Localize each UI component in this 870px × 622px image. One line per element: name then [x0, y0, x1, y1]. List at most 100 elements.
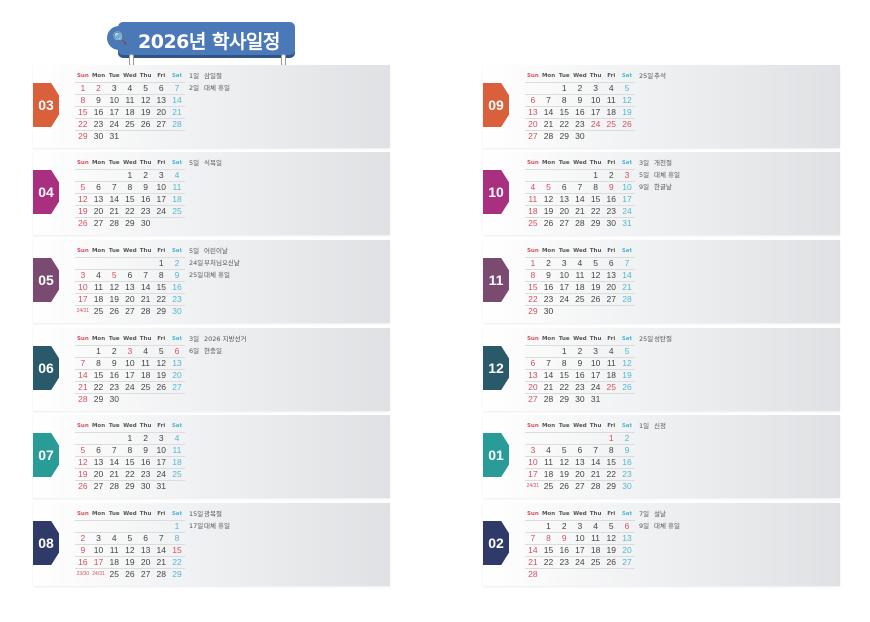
- weekday-header: Mon: [91, 423, 106, 429]
- day-cell: 1: [561, 346, 567, 356]
- holiday-item: 1일 삼일절: [189, 70, 230, 82]
- weekday-header: Tue: [108, 248, 120, 254]
- weekday-header: Wed: [573, 423, 587, 429]
- week-row: 7 8 9 10 11 12 13: [75, 358, 185, 370]
- weekday-header: Tue: [108, 423, 120, 429]
- month-tab: 06: [33, 346, 59, 390]
- day-cell: 11: [591, 533, 600, 543]
- day-cell: 28: [172, 119, 182, 129]
- day-cell: 10: [125, 358, 135, 368]
- holiday-item: 9일 대체 휴일: [639, 520, 680, 532]
- day-cell: 10: [109, 95, 119, 105]
- day-cell: 19: [78, 469, 88, 479]
- weekday-header: Thu: [139, 336, 152, 342]
- day-cell: [106, 170, 122, 181]
- day-cell: 3: [577, 521, 583, 531]
- weekday-header: Tue: [558, 160, 570, 166]
- day-cell: [619, 394, 635, 405]
- holiday-name: 대체 휴일: [204, 522, 230, 530]
- day-cell: [572, 170, 588, 181]
- week-row: 6 7 8 9 10 11 12: [525, 95, 635, 107]
- day-cell: 22: [590, 206, 601, 216]
- month-calendar: Sun Mon Tue Wed Thu Fri Sat 1 2 3 4 5 6 7 8 9 10 11 12 13 14…: [525, 246, 635, 317]
- day-cell: 14: [543, 370, 554, 380]
- holiday-name: 2026 지방선거: [204, 335, 247, 343]
- weekday-header: Tue: [108, 336, 120, 342]
- holiday-date: 3일: [639, 159, 650, 167]
- day-cell: 16: [93, 107, 104, 117]
- holiday-list: 15일광복절 17일대체 휴일: [189, 508, 230, 532]
- day-cell: 14: [140, 282, 151, 292]
- day-cell: [153, 218, 169, 229]
- week-row: 27 28 29 30 31: [525, 394, 635, 405]
- day-cell: 8: [561, 95, 567, 105]
- day-cell: 21: [543, 382, 554, 392]
- week-row: 17 18 19 20 21 22 23: [75, 294, 185, 306]
- day-cell: 18: [590, 545, 601, 555]
- day-cell: 8: [561, 358, 567, 368]
- weekday-header: Mon: [541, 73, 556, 79]
- day-cell: 8: [174, 533, 180, 543]
- week-row: 8 9 10 11 12 13 14: [525, 270, 635, 282]
- weekday-header: Thu: [139, 73, 152, 79]
- day-cell: 28: [543, 131, 554, 141]
- day-cell: 26: [622, 382, 632, 392]
- day-cell: 11: [172, 182, 182, 192]
- day-cell: 24: [622, 206, 632, 216]
- day-cell: 28: [109, 218, 119, 228]
- day-cell: 29: [78, 131, 88, 141]
- holiday-item: 1일 신정: [639, 420, 666, 432]
- day-cell: 13: [559, 194, 569, 204]
- holiday-name: 대체 휴일: [654, 522, 680, 530]
- day-cell: 14: [590, 457, 601, 467]
- day-cell: 9: [577, 358, 583, 368]
- week-row: 29 30: [525, 306, 635, 317]
- week-row: 25 26 27 28 29 30 31: [525, 218, 635, 229]
- day-cell: [619, 306, 635, 317]
- day-cell: [541, 83, 557, 94]
- weekday-header: Fri: [607, 423, 616, 429]
- day-cell: 6: [530, 95, 536, 105]
- day-cell: 6: [530, 358, 536, 368]
- weekday-header: Sun: [76, 248, 89, 254]
- holiday-date: 25일: [189, 271, 204, 279]
- weekday-header: Mon: [541, 160, 556, 166]
- day-cell: 12: [622, 95, 632, 105]
- day-cell: 29: [172, 569, 182, 579]
- day-cell: 21: [156, 557, 167, 567]
- day-cell: 12: [559, 457, 569, 467]
- month-calendar: Sun Mon Tue Wed Thu Fri Sat 1 2 3 4 5 6 7 8 9 10 11 12 13 14…: [75, 158, 185, 229]
- day-cell: 24: [109, 119, 119, 129]
- day-cell: [525, 83, 541, 94]
- day-cell: 22: [125, 206, 135, 216]
- week-row: 5 6 7 8 9 10 11: [75, 445, 185, 457]
- day-cell: [122, 521, 138, 532]
- day-cell: 13: [606, 270, 617, 280]
- day-cell: 16: [575, 370, 585, 380]
- day-cell: 10: [528, 457, 538, 467]
- day-cell: 2: [577, 83, 583, 93]
- day-cell: [91, 521, 107, 532]
- day-cell: [603, 394, 619, 405]
- day-cell: 1: [158, 258, 164, 268]
- day-cell: 13: [622, 533, 632, 543]
- day-cell: 19: [590, 282, 601, 292]
- holiday-list: 1일 신정: [639, 420, 666, 432]
- day-cell: 6: [143, 533, 148, 543]
- day-cell: 5: [127, 533, 133, 543]
- holiday-name: 추석: [654, 72, 666, 80]
- day-cell: 19: [622, 107, 632, 117]
- day-cell: 8: [593, 182, 598, 192]
- month-tab: 11: [483, 258, 509, 302]
- weekday-header: Sat: [171, 336, 183, 342]
- weekday-header: Sat: [621, 336, 633, 342]
- weekday-header: Fri: [157, 73, 166, 79]
- day-cell: 20: [172, 370, 182, 380]
- day-cell: 16: [109, 370, 119, 380]
- month-tab: 04: [33, 170, 59, 214]
- weekday-header: Fri: [607, 248, 616, 254]
- day-cell: 11: [528, 194, 538, 204]
- day-cell: 20: [606, 282, 617, 292]
- weekday-header: Wed: [573, 160, 587, 166]
